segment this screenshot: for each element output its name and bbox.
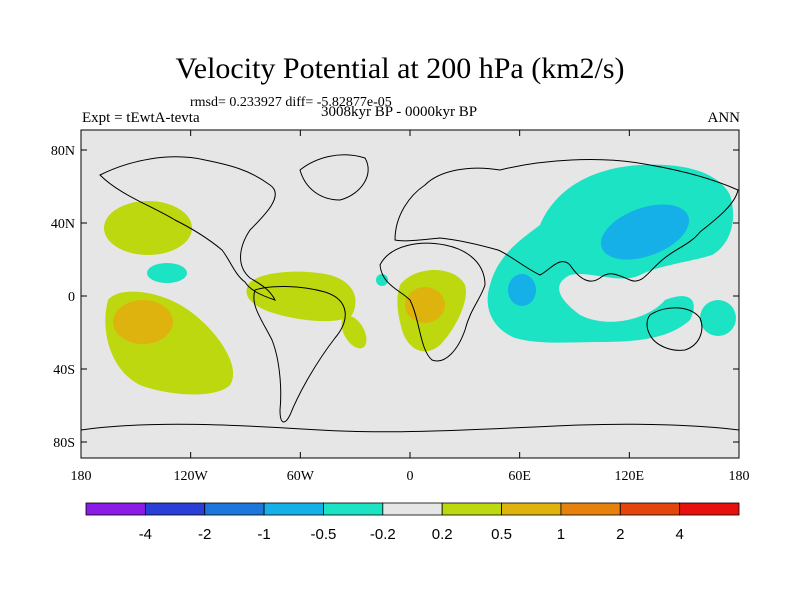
period-label: 3008kyr BP - 0000kyr BP xyxy=(321,104,478,120)
lat-tick-label: 0 xyxy=(68,290,75,305)
patch-east-asia-core xyxy=(601,204,689,260)
south-america-outline xyxy=(253,285,346,423)
colorbar-segment xyxy=(382,502,443,516)
lat-tick-label: 40S xyxy=(53,363,75,378)
greenland-outline xyxy=(299,154,369,201)
lon-tick-label: 180 xyxy=(71,469,92,484)
lon-tick-label: 60W xyxy=(287,469,315,484)
colorbar-segment xyxy=(560,502,621,516)
season-label: ANN xyxy=(707,110,741,126)
lon-tick-label: 120E xyxy=(615,469,645,484)
negative-anomaly-patches xyxy=(147,164,736,343)
patch-indian-ocean-core xyxy=(508,274,536,306)
antarctica-outline xyxy=(80,423,740,433)
colorbar-label: -2 xyxy=(198,526,211,543)
colorbar-segment xyxy=(441,502,502,516)
patch-atlantic-small-positive xyxy=(341,315,367,349)
lon-tick-label: 180 xyxy=(729,469,750,484)
colorbar-label: -0.5 xyxy=(311,526,337,543)
australia-outline xyxy=(646,307,703,351)
patch-south-pacific-core xyxy=(113,300,173,344)
patch-central-pacific-negative xyxy=(147,263,187,283)
colorbar-label: -1 xyxy=(257,526,270,543)
colorbar-label: -0.2 xyxy=(370,526,396,543)
colorbar-label: 0.2 xyxy=(432,526,453,543)
chart-title: Velocity Potential at 200 hPa (km2/s) xyxy=(175,52,625,85)
patch-north-pacific-positive xyxy=(104,201,192,255)
colorbar-segment xyxy=(144,502,206,516)
colorbar-label: 2 xyxy=(616,526,624,543)
lat-tick-label: 40N xyxy=(51,217,75,232)
eurasia-outline xyxy=(394,159,739,282)
longitude-axis: 180 120W 60W 0 60E 120E 180 xyxy=(71,130,750,484)
colorbar-label: 1 xyxy=(557,526,565,543)
colorbar: -4 -2 -1 -0.5 -0.2 0.2 0.5 1 2 4 xyxy=(85,502,740,543)
patch-west-africa-negative xyxy=(376,274,388,286)
patch-south-america-positive xyxy=(246,271,356,322)
colorbar-segment xyxy=(85,502,146,516)
colorbar-segment xyxy=(619,502,681,516)
stats-line: rmsd= 0.233927 diff= -5.82877e-05 xyxy=(190,95,392,110)
colorbar-segment xyxy=(263,502,324,516)
colorbar-segment xyxy=(679,502,740,516)
colorbar-label: 4 xyxy=(675,526,683,543)
lon-tick-label: 60E xyxy=(508,469,531,484)
colorbar-segment xyxy=(323,502,384,516)
lon-tick-label: 0 xyxy=(407,469,414,484)
experiment-label: Expt = tEwtA-tevta xyxy=(82,110,200,126)
lat-tick-label: 80N xyxy=(51,144,75,159)
lon-tick-label: 120W xyxy=(174,469,209,484)
colorbar-segment xyxy=(204,502,265,516)
coastlines xyxy=(80,154,740,433)
patch-australia-east-negative xyxy=(700,300,736,336)
lat-tick-label: 80S xyxy=(53,436,75,451)
north-america-outline xyxy=(99,156,276,301)
africa-outline xyxy=(379,242,486,362)
colorbar-label: 0.5 xyxy=(491,526,512,543)
positive-anomaly-patches xyxy=(104,201,466,395)
patch-africa-core xyxy=(405,287,445,323)
latitude-axis: 80N 40N 0 40S 80S xyxy=(51,144,739,451)
colorbar-label: -4 xyxy=(139,526,152,543)
colorbar-segment xyxy=(501,502,562,516)
